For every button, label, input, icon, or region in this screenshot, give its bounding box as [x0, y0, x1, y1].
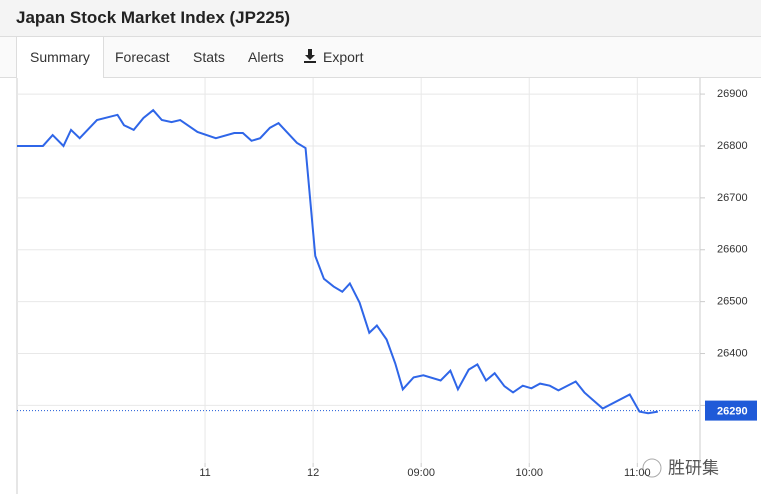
tab-bar: Summary Forecast Stats Alerts Export	[0, 37, 761, 78]
y-tick-label: 26600	[717, 244, 748, 256]
tab[interactable]: Alerts	[248, 49, 284, 65]
price-line	[17, 108, 659, 415]
export-icon	[304, 49, 316, 63]
current-label: 26290	[717, 406, 748, 418]
x-tick-label: 11:00	[624, 467, 651, 479]
x-tick-label: 10:00	[515, 467, 543, 479]
header: Japan Stock Market Index (JP225)	[0, 0, 761, 37]
watermark-icon	[642, 458, 662, 478]
current-label-box	[705, 400, 757, 421]
watermark: 胜研集	[668, 458, 719, 477]
y-tick-label: 26800	[717, 140, 748, 152]
tab[interactable]: Stats	[193, 49, 225, 65]
tab[interactable]: Forecast	[115, 49, 170, 65]
y-tick-label: 26400	[717, 347, 748, 359]
title: Japan Stock Market Index (JP225)	[16, 8, 291, 27]
y-tick-label: 26500	[717, 296, 748, 308]
y-tick-label: 26700	[717, 192, 748, 204]
y-tick-label: 26900	[717, 88, 748, 100]
x-tick-label: 11	[199, 467, 210, 479]
tab[interactable]: Summary	[16, 37, 104, 78]
tab[interactable]: Export	[323, 49, 364, 65]
x-tick-label: 12	[307, 467, 319, 479]
x-tick-label: 09:00	[407, 467, 435, 479]
